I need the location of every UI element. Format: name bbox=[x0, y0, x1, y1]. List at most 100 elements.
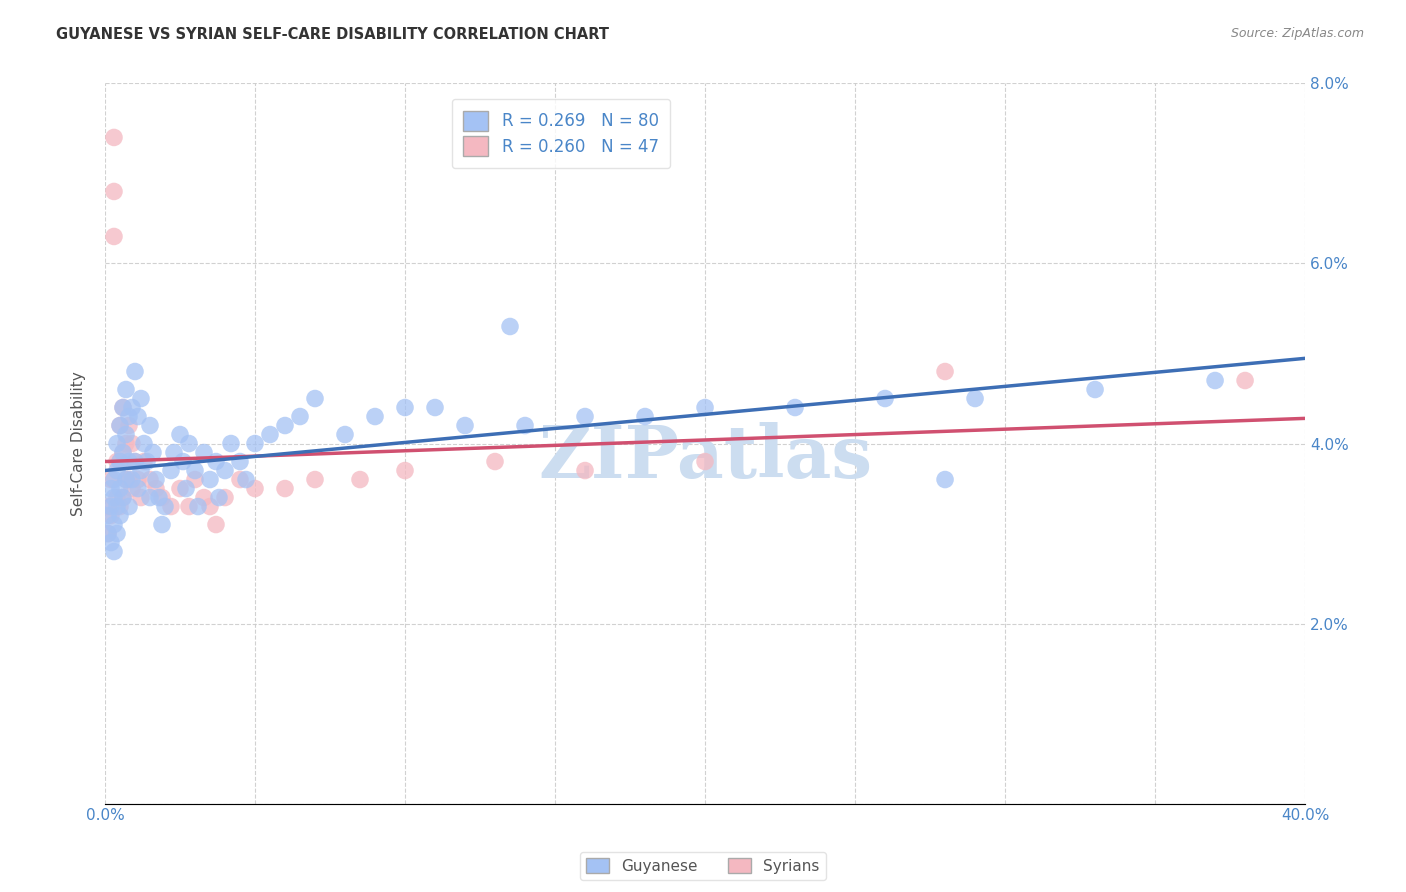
Point bbox=[174, 482, 197, 496]
Point bbox=[934, 364, 956, 378]
Point bbox=[108, 454, 131, 468]
Point bbox=[118, 418, 141, 433]
Point bbox=[100, 508, 122, 523]
Point bbox=[115, 436, 138, 450]
Point bbox=[121, 401, 143, 415]
Point bbox=[873, 392, 896, 406]
Point bbox=[108, 500, 131, 514]
Point bbox=[963, 392, 986, 406]
Point bbox=[111, 445, 134, 459]
Point bbox=[115, 473, 138, 487]
Point bbox=[333, 427, 356, 442]
Legend: Guyanese, Syrians: Guyanese, Syrians bbox=[581, 852, 825, 880]
Point bbox=[103, 491, 125, 505]
Point bbox=[108, 508, 131, 523]
Point bbox=[136, 454, 159, 468]
Point bbox=[121, 473, 143, 487]
Point bbox=[103, 229, 125, 244]
Point bbox=[132, 436, 155, 450]
Point bbox=[124, 454, 146, 468]
Point bbox=[103, 473, 125, 487]
Point bbox=[394, 464, 416, 478]
Point bbox=[274, 418, 297, 433]
Legend: R = 0.269   N = 80, R = 0.260   N = 47: R = 0.269 N = 80, R = 0.260 N = 47 bbox=[451, 99, 671, 168]
Point bbox=[184, 464, 207, 478]
Point bbox=[129, 392, 152, 406]
Point bbox=[484, 454, 506, 468]
Point bbox=[394, 401, 416, 415]
Point bbox=[105, 464, 128, 478]
Point bbox=[693, 454, 716, 468]
Point bbox=[934, 473, 956, 487]
Point bbox=[499, 319, 522, 334]
Point bbox=[142, 445, 165, 459]
Point bbox=[145, 473, 167, 487]
Point bbox=[169, 482, 191, 496]
Point bbox=[349, 473, 371, 487]
Point bbox=[288, 409, 311, 424]
Point bbox=[108, 482, 131, 496]
Point bbox=[124, 454, 146, 468]
Point bbox=[214, 491, 236, 505]
Point bbox=[160, 500, 183, 514]
Text: Source: ZipAtlas.com: Source: ZipAtlas.com bbox=[1230, 27, 1364, 40]
Point bbox=[243, 436, 266, 450]
Point bbox=[97, 508, 120, 523]
Point bbox=[139, 418, 162, 433]
Point bbox=[150, 491, 173, 505]
Point bbox=[274, 482, 297, 496]
Point bbox=[121, 482, 143, 496]
Point bbox=[115, 427, 138, 442]
Point bbox=[108, 418, 131, 433]
Point bbox=[193, 445, 215, 459]
Point bbox=[111, 491, 134, 505]
Point bbox=[108, 418, 131, 433]
Point bbox=[105, 436, 128, 450]
Y-axis label: Self-Care Disability: Self-Care Disability bbox=[72, 371, 86, 516]
Point bbox=[163, 445, 186, 459]
Point bbox=[115, 383, 138, 397]
Point bbox=[454, 418, 477, 433]
Point bbox=[97, 500, 120, 514]
Point bbox=[184, 473, 207, 487]
Point bbox=[103, 544, 125, 558]
Point bbox=[177, 500, 200, 514]
Point bbox=[127, 473, 149, 487]
Point bbox=[259, 427, 281, 442]
Point bbox=[108, 454, 131, 468]
Point bbox=[105, 526, 128, 541]
Point bbox=[1234, 374, 1257, 388]
Point bbox=[243, 482, 266, 496]
Point bbox=[111, 445, 134, 459]
Point bbox=[97, 526, 120, 541]
Point bbox=[574, 409, 596, 424]
Point bbox=[634, 409, 657, 424]
Point bbox=[214, 464, 236, 478]
Point bbox=[193, 491, 215, 505]
Point bbox=[229, 473, 252, 487]
Point bbox=[100, 535, 122, 549]
Point bbox=[219, 436, 242, 450]
Point bbox=[783, 401, 806, 415]
Point bbox=[229, 454, 252, 468]
Point bbox=[97, 526, 120, 541]
Point bbox=[139, 473, 162, 487]
Point bbox=[103, 185, 125, 199]
Point bbox=[118, 454, 141, 468]
Point bbox=[1204, 374, 1226, 388]
Point bbox=[198, 473, 221, 487]
Point bbox=[187, 500, 209, 514]
Text: GUYANESE VS SYRIAN SELF-CARE DISABILITY CORRELATION CHART: GUYANESE VS SYRIAN SELF-CARE DISABILITY … bbox=[56, 27, 609, 42]
Point bbox=[148, 491, 170, 505]
Point bbox=[145, 482, 167, 496]
Text: ZIPatlas: ZIPatlas bbox=[538, 423, 872, 493]
Point bbox=[103, 130, 125, 145]
Point bbox=[205, 454, 228, 468]
Point bbox=[105, 500, 128, 514]
Point bbox=[100, 500, 122, 514]
Point bbox=[160, 464, 183, 478]
Point bbox=[111, 401, 134, 415]
Point bbox=[153, 500, 176, 514]
Point bbox=[129, 464, 152, 478]
Point bbox=[118, 409, 141, 424]
